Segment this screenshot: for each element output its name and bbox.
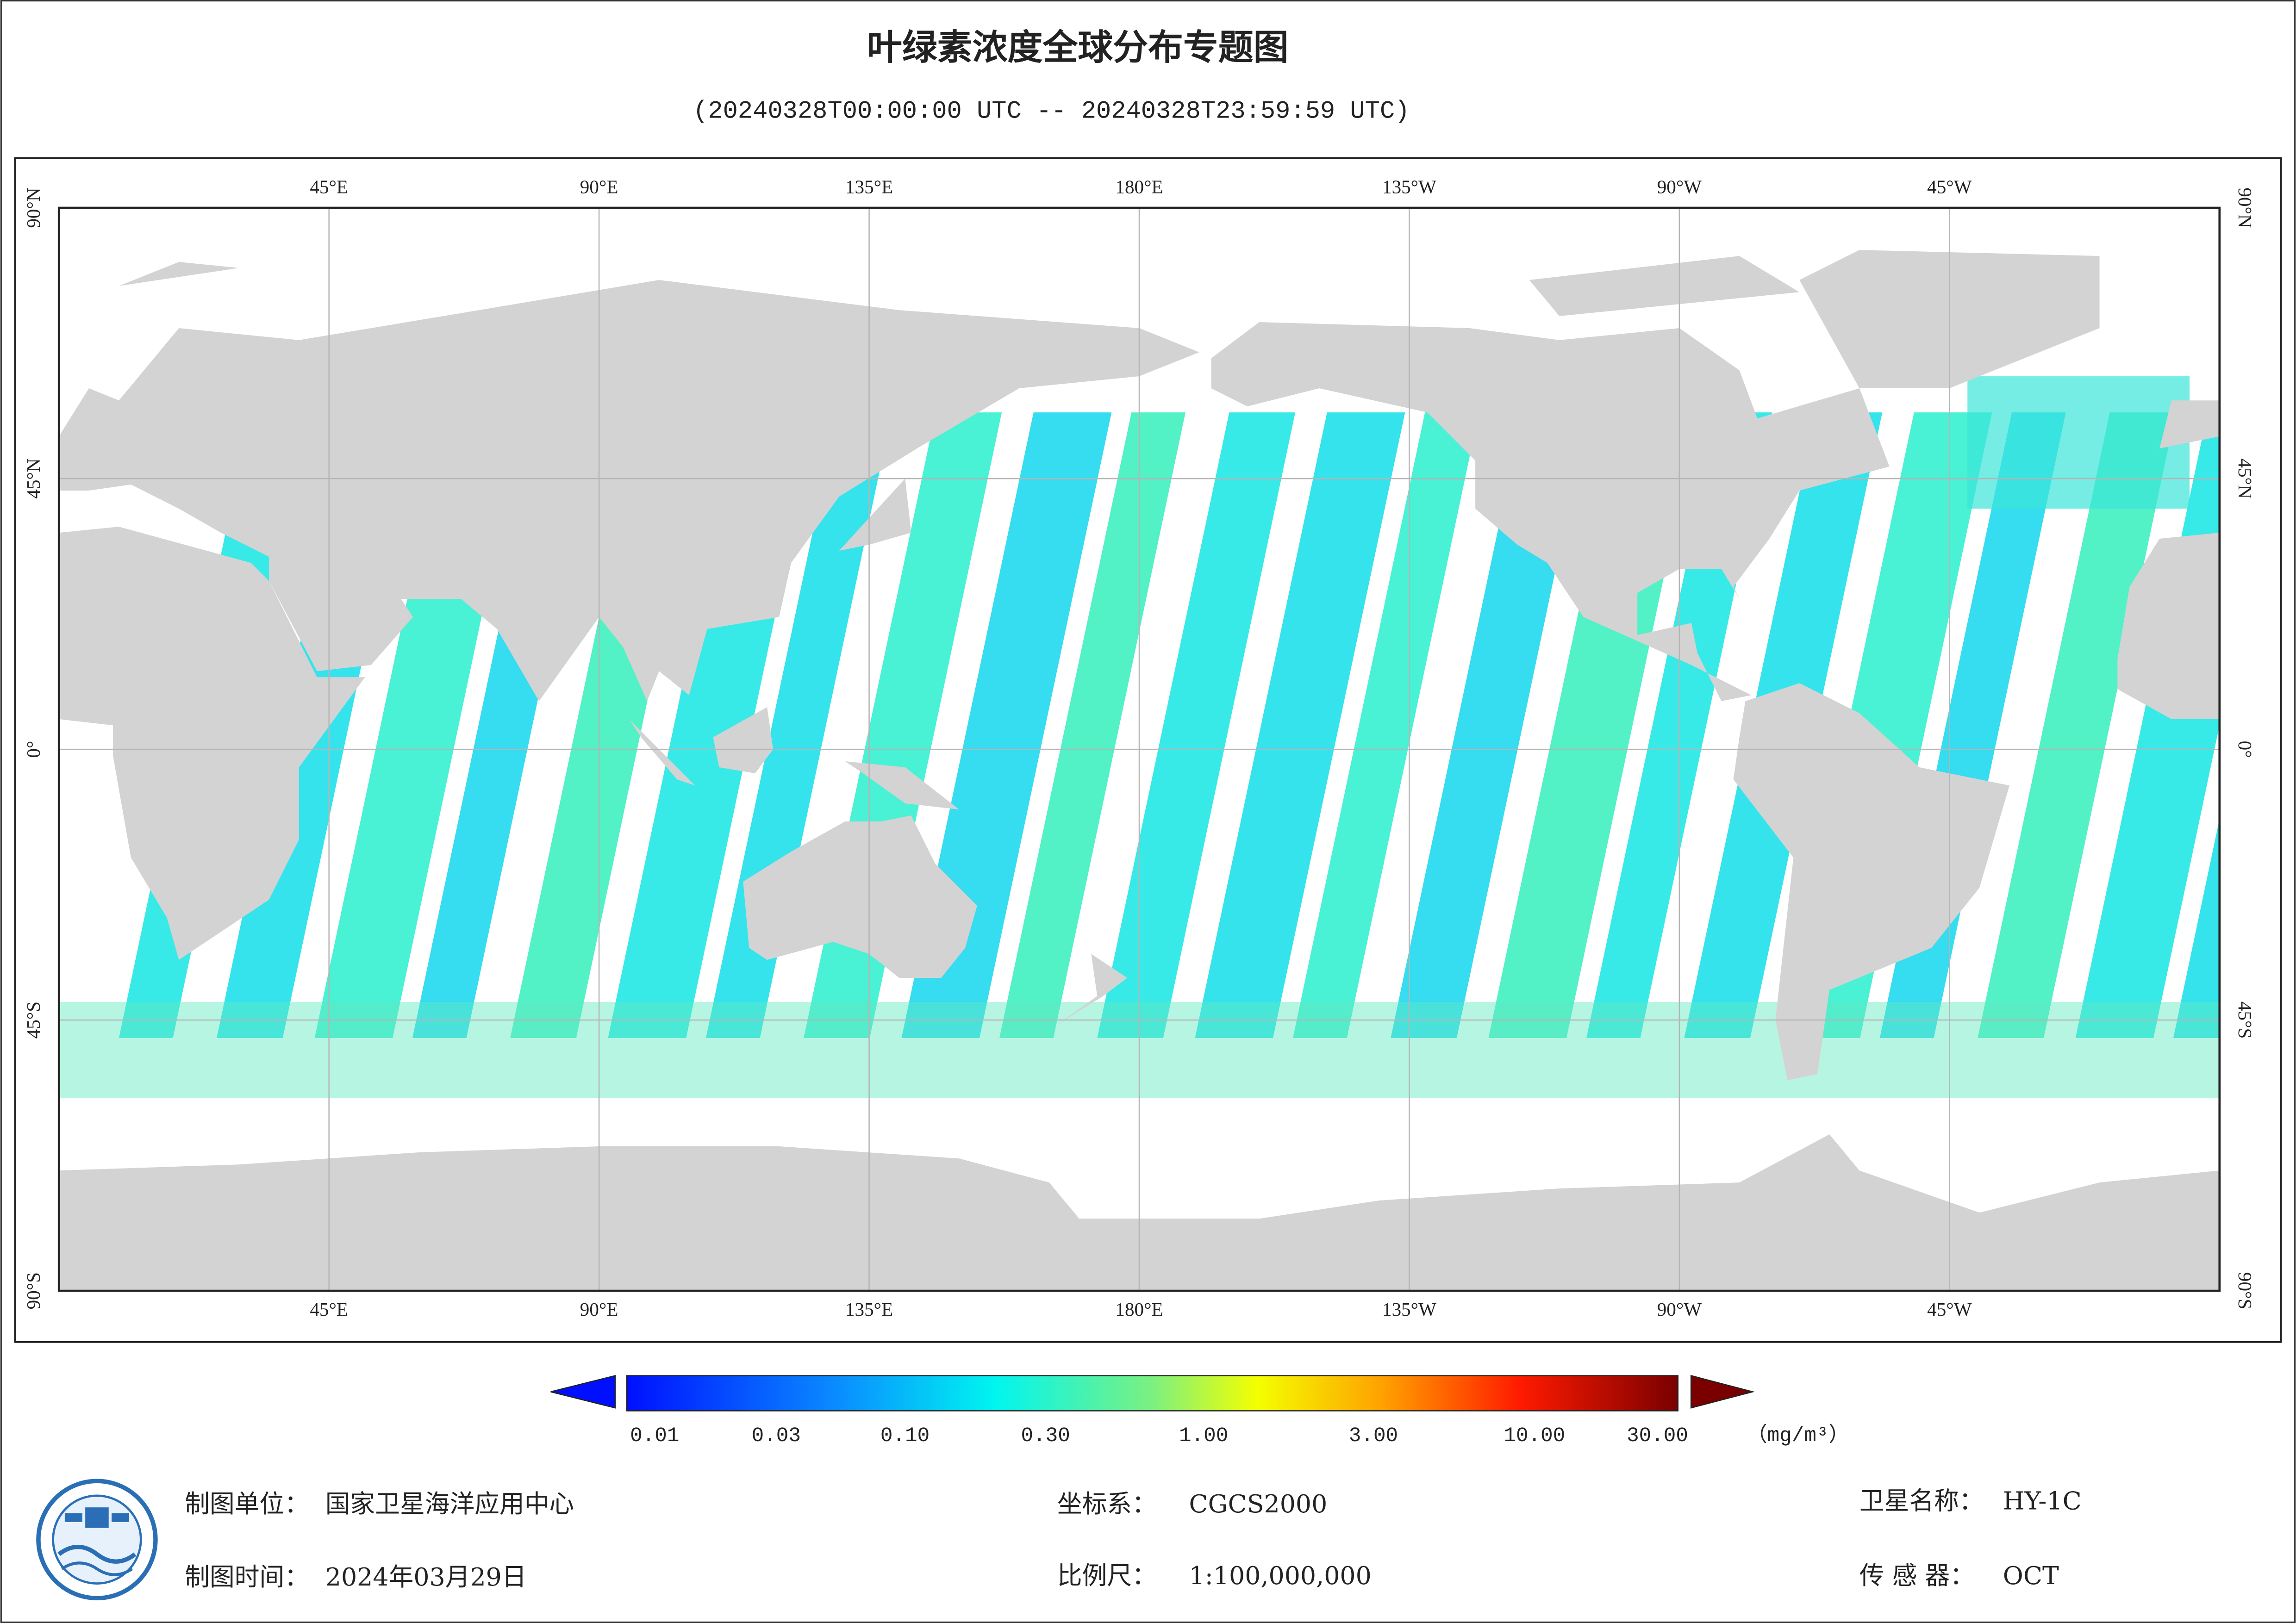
lat-label-right: 45°S	[2234, 1001, 2256, 1038]
colorbar-high-arrow	[1690, 1374, 1755, 1409]
landmass	[59, 280, 1199, 702]
unit-label: 制图单位：	[185, 1489, 309, 1518]
satellite-label: 卫星名称：	[1859, 1486, 1984, 1516]
date-value: 2024年03月29日	[325, 1562, 527, 1592]
chlorophyll-swath	[2173, 819, 2220, 1038]
crs-label: 坐标系：	[1057, 1489, 1157, 1518]
lon-label-top: 90°E	[580, 176, 618, 197]
lon-label-bottom: 135°W	[1382, 1299, 1436, 1320]
landmass	[2117, 533, 2220, 719]
landmass	[2159, 400, 2220, 448]
lat-label-right: 0°	[2234, 741, 2256, 758]
landmass	[1055, 954, 1128, 1026]
colorbar-label: 0.30	[1021, 1424, 1070, 1448]
lon-label-bottom: 45°E	[310, 1299, 348, 1320]
sensor-label: 传 感 器：	[1859, 1561, 1975, 1590]
crs-value: CGCS2000	[1189, 1489, 1328, 1518]
chlorophyll-swath	[1293, 412, 1479, 1038]
lon-label-bottom: 180°E	[1115, 1299, 1163, 1320]
satellite-value: HY-1C	[2003, 1486, 2082, 1516]
colorbar-label: 0.10	[880, 1424, 930, 1448]
colorbar-labels: 0.01 0.03 0.10 0.30 1.00 3.00 10.00 30.00	[630, 1424, 1688, 1448]
chlorophyll-swath	[1195, 412, 1405, 1038]
lon-label-top: 135°W	[1382, 176, 1436, 197]
chlorophyll-swath	[901, 412, 1112, 1038]
graticule-labels: 45°E 45°E 90°E 90°E 135°E 135°E 180°E 180°E 135°…	[23, 176, 2256, 1319]
north-atlantic-band	[1967, 376, 2190, 509]
lon-label-top: 45°W	[1927, 176, 1972, 197]
map-area	[59, 208, 2220, 1291]
landmass	[839, 479, 911, 551]
colorbar	[626, 1375, 1679, 1412]
lat-label-left: 45°S	[23, 1001, 44, 1038]
lon-label-top: 45°E	[310, 176, 348, 197]
scale-value: 1:100,000,000	[1189, 1561, 1372, 1590]
logo	[36, 1479, 158, 1600]
landmass	[743, 815, 977, 978]
chlorophyll-swath	[1978, 412, 2176, 1038]
landmass	[1529, 256, 1800, 317]
lat-label-left: 45°N	[23, 458, 44, 498]
colorbar-label: 10.00	[1504, 1424, 1565, 1448]
landmass	[59, 527, 365, 960]
colorbar-low-arrow	[550, 1374, 616, 1409]
colorbar-unit: （mg/m³）	[1747, 1424, 1849, 1448]
landmass	[713, 707, 774, 773]
sensor-value: OCT	[2003, 1561, 2059, 1590]
landmass	[629, 719, 695, 786]
landmass	[1733, 683, 2010, 1081]
lon-label-bottom: 90°W	[1657, 1299, 1702, 1320]
chlorophyll-swath	[1391, 412, 1589, 1038]
lat-label-right: 90°N	[2234, 187, 2256, 228]
lon-label-top: 90°W	[1657, 176, 1702, 197]
lat-label-left: 90°N	[23, 187, 44, 228]
colorbar-label: 3.00	[1349, 1424, 1398, 1448]
lat-label-left: 90°S	[23, 1272, 44, 1309]
colorbar-label: 1.00	[1179, 1424, 1228, 1448]
lon-label-top: 180°E	[1115, 176, 1163, 197]
lon-label-bottom: 135°E	[845, 1299, 893, 1320]
lon-label-bottom: 45°W	[1927, 1299, 1972, 1320]
lon-label-bottom: 90°E	[580, 1299, 618, 1320]
lat-label-left: 0°	[23, 741, 44, 758]
landmass	[119, 262, 239, 286]
chlorophyll-swath	[1097, 412, 1296, 1038]
map-title: 叶绿素浓度全球分布专题图	[867, 27, 1289, 68]
landmass	[1211, 322, 1890, 702]
colorbar-label: 0.01	[630, 1424, 679, 1448]
unit-value: 国家卫星海洋应用中心	[325, 1489, 574, 1518]
scale-label: 比例尺：	[1057, 1561, 1157, 1590]
date-label: 制图时间：	[185, 1562, 309, 1592]
lat-label-right: 45°N	[2234, 458, 2256, 498]
landmass	[845, 761, 960, 810]
lon-label-top: 135°E	[845, 176, 893, 197]
colorbar-label: 30.00	[1627, 1424, 1688, 1448]
lat-label-right: 90°S	[2234, 1272, 2256, 1309]
map-border	[57, 206, 2221, 1292]
colorbar-label: 0.03	[752, 1424, 801, 1448]
map-frame	[14, 157, 2282, 1343]
map-subtitle: (20240328T00:00:00 UTC -- 20240328T23:59…	[693, 98, 1410, 126]
